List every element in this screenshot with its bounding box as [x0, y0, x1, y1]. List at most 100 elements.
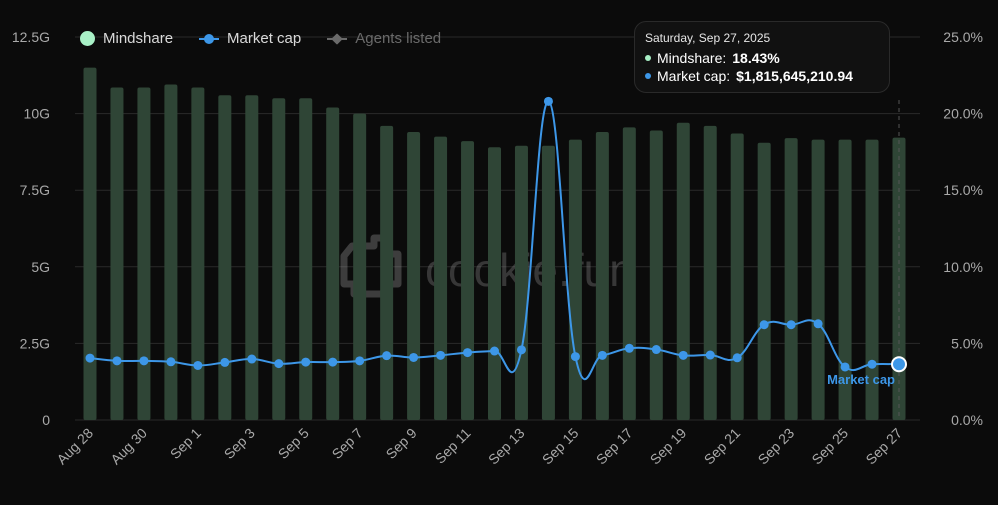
y-left-tick-label: 5G: [31, 259, 50, 275]
mindshare-bar: [595, 131, 609, 420]
market-cap-series: [85, 96, 907, 381]
x-tick-label: Sep 13: [485, 425, 528, 468]
market-cap-point: [166, 357, 176, 367]
y-axis-left: 0 2.5G 5G 7.5G 10G 12.5G: [12, 29, 50, 428]
mindshare-bar: [83, 67, 97, 420]
mindshare-bar: [299, 98, 313, 420]
mindshare-bar: [784, 138, 798, 420]
market-cap-point: [678, 350, 688, 360]
market-cap-point: [139, 356, 149, 366]
market-cap-swatch-icon: [199, 33, 220, 45]
chart-legend: Mindshare Market cap Agents listed: [80, 30, 441, 47]
market-cap-dot-icon: [645, 73, 651, 79]
y-left-tick-label: 12.5G: [12, 29, 50, 45]
mindshare-bar: [245, 95, 259, 420]
market-cap-active-point: [891, 356, 907, 373]
x-tick-label: Sep 5: [275, 425, 312, 462]
market-cap-point: [328, 357, 338, 367]
mindshare-bar: [488, 147, 501, 420]
market-cap-point: [301, 357, 311, 367]
market-cap-point: [543, 96, 553, 106]
mindshare-dot-icon: [645, 55, 651, 61]
y-right-tick-label: 25.0%: [943, 29, 983, 45]
tooltip-date: Saturday, Sep 27, 2025: [645, 31, 771, 45]
mindshare-bar: [137, 87, 151, 420]
x-tick-label: Sep 1: [167, 425, 204, 462]
x-tick-label: Sep 25: [808, 425, 851, 468]
market-cap-point: [355, 356, 365, 366]
mindshare-bar: [110, 87, 124, 420]
market-cap-point: [85, 353, 95, 363]
x-tick-label: Sep 19: [647, 425, 690, 468]
mindshare-bar: [514, 145, 528, 420]
y-right-tick-label: 15.0%: [943, 182, 983, 198]
y-left-tick-label: 10G: [24, 106, 50, 122]
market-cap-point: [813, 319, 823, 329]
mindshare-bar: [380, 125, 394, 420]
market-cap-point: [112, 356, 122, 366]
market-cap-point: [597, 350, 607, 360]
tooltip-market-cap-value: $1,815,645,210.94: [736, 68, 853, 84]
y-axis-right: 0.0% 5.0% 10.0% 15.0% 20.0% 25.0%: [943, 29, 983, 428]
market-cap-point: [624, 343, 634, 353]
market-cap-point: [570, 352, 580, 362]
mindshare-bar: [326, 107, 340, 421]
x-tick-label: Aug 30: [107, 425, 150, 468]
market-cap-point: [220, 357, 230, 367]
mindshare-bar: [434, 136, 448, 420]
mindshare-bar: [649, 130, 663, 420]
y-left-tick-label: 7.5G: [20, 182, 50, 198]
market-cap-point: [732, 353, 742, 363]
y-left-tick-label: 0: [42, 412, 50, 428]
market-cap-point: [840, 362, 850, 372]
tooltip-mindshare-value: 18.43%: [732, 50, 780, 66]
market-cap-point: [705, 350, 715, 360]
mindshare-bar: [622, 127, 636, 420]
legend-mindshare-label: Mindshare: [103, 30, 174, 47]
mindshare-bar: [568, 139, 582, 421]
x-tick-label: Sep 23: [755, 425, 798, 468]
legend-market-cap-label: Market cap: [227, 30, 302, 47]
mindshare-bar: [811, 139, 825, 421]
market-cap-point: [274, 359, 284, 369]
mindshare-bar: [164, 84, 178, 420]
mindshare-bars: [83, 67, 906, 421]
x-tick-label: Aug 28: [53, 425, 96, 468]
mindshare-bar: [838, 139, 852, 421]
mindshare-swatch-icon: [80, 31, 95, 46]
y-right-tick-label: 20.0%: [943, 106, 983, 122]
tooltip-market-cap-label: Market cap:: [657, 68, 731, 84]
tooltip-mindshare-row: Mindshare: 18.43%: [645, 49, 879, 67]
market-cap-point: [516, 345, 526, 355]
market-cap-point: [867, 359, 877, 369]
y-left-tick-label: 2.5G: [20, 335, 50, 351]
market-cap-point: [436, 350, 446, 360]
mindshare-bar: [541, 145, 555, 420]
mindshare-bar: [218, 95, 232, 420]
legend-mindshare[interactable]: Mindshare: [80, 30, 173, 47]
x-tick-label: Sep 11: [432, 425, 474, 467]
endpoint-label: Market cap: [827, 372, 895, 387]
mindshare-bar: [191, 87, 205, 420]
market-cap-point: [409, 352, 419, 362]
x-tick-label: Sep 3: [221, 425, 258, 462]
x-tick-label: Sep 17: [593, 425, 636, 468]
y-right-tick-label: 0.0%: [951, 412, 983, 428]
x-axis: Aug 28 Aug 30 Sep 1 Sep 3 Sep 5 Sep 7 Sep 9 Sep…: [53, 425, 905, 468]
mindshare-bar: [865, 139, 879, 421]
x-tick-label: Sep 15: [539, 425, 582, 468]
legend-agents-listed[interactable]: Agents listed: [327, 30, 441, 47]
market-cap-point: [247, 354, 257, 364]
mindshare-bar: [272, 98, 286, 420]
mindshare-bar: [407, 131, 421, 420]
hover-tooltip: Saturday, Sep 27, 2025 Mindshare: 18.43%…: [634, 21, 890, 93]
legend-agents-listed-label: Agents listed: [355, 30, 442, 47]
legend-market-cap[interactable]: Market cap: [199, 30, 301, 47]
mindshare-bar: [757, 142, 771, 420]
x-tick-label: Sep 27: [862, 425, 905, 468]
tooltip-mindshare-label: Mindshare:: [657, 50, 727, 66]
market-cap-point: [759, 320, 769, 330]
market-cap-point: [463, 348, 473, 358]
mindshare-bar: [730, 133, 744, 421]
